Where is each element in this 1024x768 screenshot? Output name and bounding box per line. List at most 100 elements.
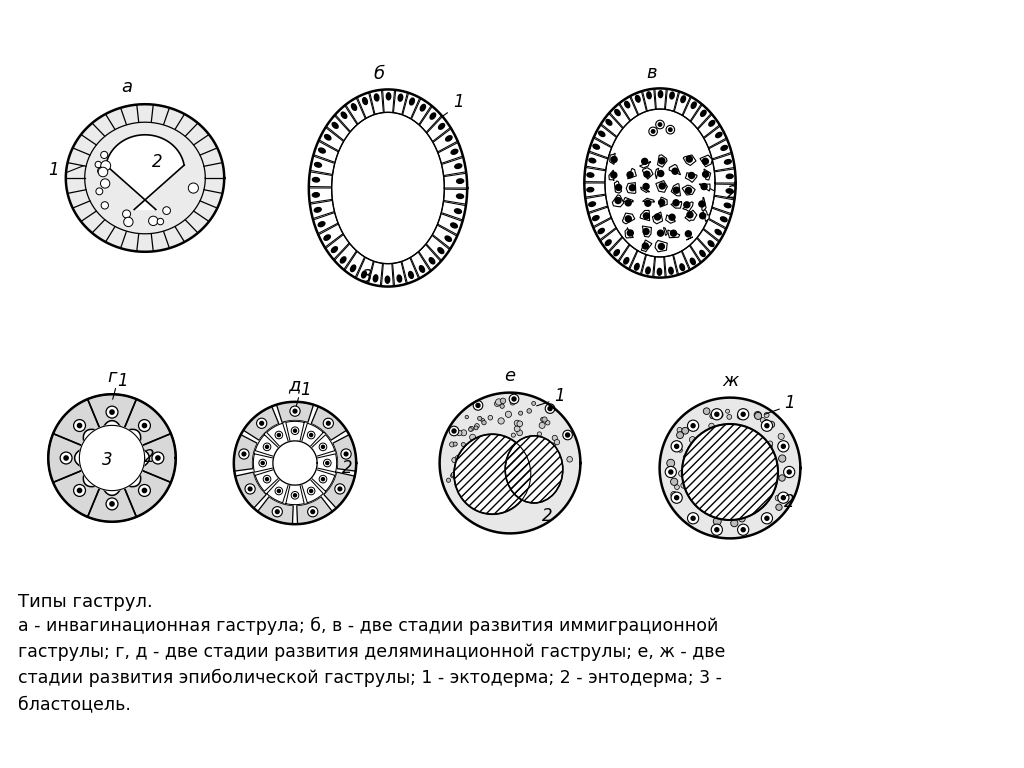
Circle shape bbox=[307, 431, 315, 439]
Polygon shape bbox=[80, 425, 144, 491]
Polygon shape bbox=[438, 142, 463, 164]
Circle shape bbox=[514, 420, 520, 426]
Circle shape bbox=[556, 475, 561, 479]
Polygon shape bbox=[628, 168, 636, 179]
Circle shape bbox=[615, 184, 622, 190]
Circle shape bbox=[765, 480, 771, 485]
Circle shape bbox=[450, 426, 459, 435]
Polygon shape bbox=[625, 227, 633, 238]
Circle shape bbox=[675, 495, 679, 500]
Circle shape bbox=[737, 524, 749, 535]
Polygon shape bbox=[326, 234, 349, 260]
Circle shape bbox=[642, 158, 648, 164]
Circle shape bbox=[721, 465, 726, 471]
Circle shape bbox=[509, 394, 519, 404]
Ellipse shape bbox=[724, 204, 731, 207]
Polygon shape bbox=[311, 469, 335, 492]
Text: 2: 2 bbox=[727, 184, 737, 203]
Polygon shape bbox=[683, 155, 696, 165]
Circle shape bbox=[687, 212, 693, 218]
Circle shape bbox=[100, 161, 111, 170]
Circle shape bbox=[741, 528, 745, 531]
Polygon shape bbox=[370, 90, 383, 114]
Circle shape bbox=[654, 214, 660, 220]
Circle shape bbox=[675, 445, 679, 449]
Circle shape bbox=[710, 414, 715, 419]
Circle shape bbox=[737, 409, 749, 420]
Circle shape bbox=[319, 443, 327, 451]
Polygon shape bbox=[346, 98, 366, 124]
Circle shape bbox=[482, 448, 487, 453]
Ellipse shape bbox=[429, 258, 435, 264]
Polygon shape bbox=[276, 402, 313, 422]
Circle shape bbox=[655, 121, 665, 129]
Polygon shape bbox=[690, 238, 711, 262]
Polygon shape bbox=[66, 104, 224, 252]
Circle shape bbox=[701, 184, 708, 190]
Circle shape bbox=[510, 453, 515, 458]
Polygon shape bbox=[655, 180, 668, 192]
Circle shape bbox=[494, 439, 500, 445]
Circle shape bbox=[123, 210, 131, 218]
Ellipse shape bbox=[614, 110, 621, 115]
Circle shape bbox=[742, 444, 748, 449]
Circle shape bbox=[776, 504, 782, 511]
Ellipse shape bbox=[636, 95, 640, 102]
Circle shape bbox=[651, 130, 654, 133]
Polygon shape bbox=[655, 168, 658, 179]
Circle shape bbox=[98, 167, 108, 177]
Polygon shape bbox=[623, 213, 635, 223]
Circle shape bbox=[709, 423, 715, 429]
Polygon shape bbox=[266, 479, 289, 503]
Polygon shape bbox=[273, 441, 317, 485]
Circle shape bbox=[263, 475, 271, 483]
Circle shape bbox=[518, 411, 522, 415]
Circle shape bbox=[727, 436, 733, 442]
Text: ж: ж bbox=[722, 372, 738, 390]
Circle shape bbox=[671, 478, 678, 485]
Circle shape bbox=[475, 424, 479, 429]
Ellipse shape bbox=[598, 228, 604, 233]
Circle shape bbox=[671, 492, 682, 503]
Circle shape bbox=[469, 428, 472, 432]
Circle shape bbox=[724, 455, 730, 462]
Circle shape bbox=[470, 434, 475, 440]
Polygon shape bbox=[309, 188, 333, 203]
Circle shape bbox=[516, 453, 522, 460]
Circle shape bbox=[675, 485, 679, 489]
Polygon shape bbox=[669, 164, 681, 175]
Circle shape bbox=[707, 472, 712, 478]
Polygon shape bbox=[655, 240, 668, 252]
Circle shape bbox=[539, 422, 545, 429]
Ellipse shape bbox=[700, 111, 707, 116]
Circle shape bbox=[761, 513, 772, 524]
Circle shape bbox=[100, 179, 110, 188]
Circle shape bbox=[659, 183, 666, 189]
Circle shape bbox=[484, 448, 489, 452]
Circle shape bbox=[290, 406, 300, 416]
Circle shape bbox=[74, 485, 85, 496]
Circle shape bbox=[714, 518, 721, 525]
Polygon shape bbox=[412, 98, 431, 124]
Circle shape bbox=[319, 475, 327, 483]
Polygon shape bbox=[609, 104, 630, 127]
Circle shape bbox=[748, 475, 754, 481]
Polygon shape bbox=[335, 105, 357, 131]
Circle shape bbox=[567, 456, 572, 462]
Circle shape bbox=[461, 430, 467, 435]
Circle shape bbox=[97, 167, 104, 174]
Ellipse shape bbox=[420, 104, 425, 111]
Circle shape bbox=[446, 478, 451, 482]
Circle shape bbox=[754, 412, 761, 419]
Circle shape bbox=[259, 459, 266, 467]
Polygon shape bbox=[701, 197, 707, 210]
Polygon shape bbox=[713, 154, 734, 170]
Circle shape bbox=[715, 443, 720, 449]
Circle shape bbox=[493, 455, 499, 461]
Circle shape bbox=[691, 516, 695, 520]
Circle shape bbox=[739, 454, 744, 458]
Text: е: е bbox=[505, 367, 515, 386]
Circle shape bbox=[703, 408, 710, 415]
Circle shape bbox=[473, 401, 482, 410]
Polygon shape bbox=[392, 262, 407, 286]
